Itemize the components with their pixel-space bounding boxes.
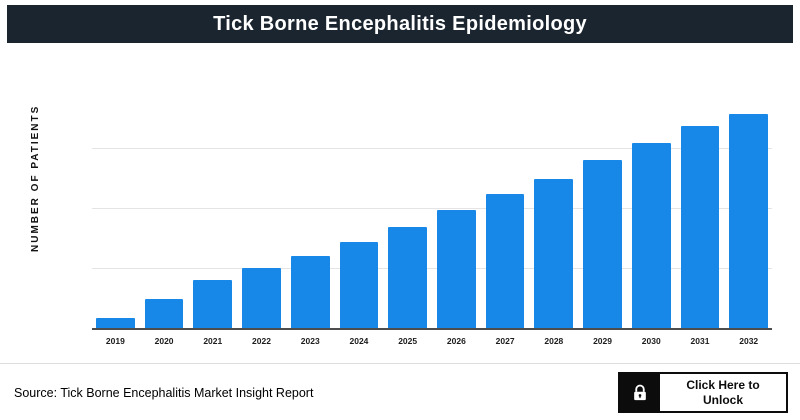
footer-divider [0,363,800,364]
bar [583,160,622,328]
bar-label: 2031 [690,336,710,346]
bar [144,299,184,328]
source-text: Source: Tick Borne Encephalitis Market I… [14,386,314,400]
bar [290,256,330,328]
gridline [92,208,772,209]
bar [339,241,379,328]
gridline [92,268,772,269]
bar-label: 2025 [398,336,418,346]
bar-label: 2022 [252,336,271,346]
bar-column: 2027 [485,88,525,346]
bar [388,227,428,328]
lock-icon [620,374,660,411]
bars: 2019 2020 2021 2022 2023 2024 2025 2026 2027 2028… [92,88,772,346]
bar-label: 2032 [739,336,759,346]
bar-label: 2023 [300,336,320,346]
bar-column: 2025 [388,88,428,346]
header-bar: Tick Borne Encephalitis Epidemiology [7,5,793,43]
bar-column: 2028 [534,88,574,346]
bar-column: 2029 [583,88,622,346]
bar [631,143,671,328]
unlock-label-line1: Click Here to [686,377,760,392]
bar-column: 2030 [631,88,671,346]
bar-column: 2020 [144,88,184,346]
bar-column: 2022 [242,88,281,346]
bar-column: 2019 [96,88,135,346]
bar [193,280,233,328]
bar-chart: 2019 2020 2021 2022 2023 2024 2025 2026 2027 2028… [92,88,772,346]
bar [534,179,574,328]
bar-column: 2026 [437,88,476,346]
bar [437,210,476,328]
bar-label: 2021 [203,336,223,346]
bar-label: 2030 [641,336,661,346]
bar-column: 2032 [729,88,769,346]
bar [96,318,135,328]
unlock-label-line2: Unlock [702,392,743,407]
bar [485,193,525,328]
bar-label: 2020 [154,336,174,346]
bar [729,114,769,328]
page-title: Tick Borne Encephalitis Epidemiology [213,12,587,35]
bar [242,268,281,328]
bar-label: 2029 [593,336,612,346]
unlock-label: Click Here to Unlock [660,374,786,411]
y-axis-label: NUMBER OF PATIENTS [30,104,41,252]
unlock-button[interactable]: Click Here to Unlock [618,372,788,413]
bar-column: 2023 [290,88,330,346]
bar-label: 2027 [495,336,515,346]
bar-label: 2028 [544,336,564,346]
bar-column: 2021 [193,88,233,346]
bar-column: 2031 [680,88,720,346]
bar-label: 2026 [446,336,466,346]
bar-column: 2024 [339,88,379,346]
bar-label: 2024 [349,336,369,346]
gridline [92,148,772,149]
bar-label: 2019 [105,336,125,346]
bar [680,126,720,328]
